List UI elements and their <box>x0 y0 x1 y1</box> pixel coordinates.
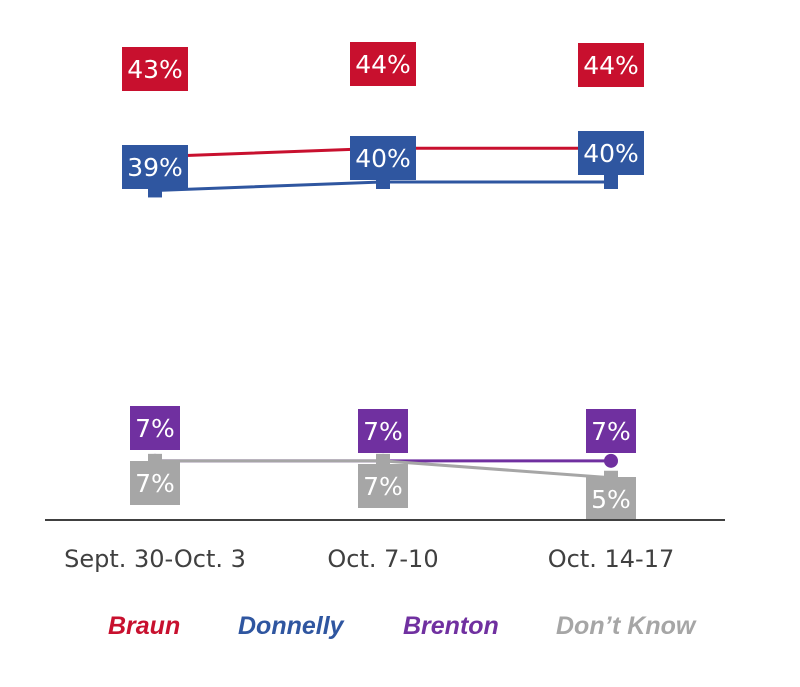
data-labels-braun: 43% 44% 44% <box>122 42 644 91</box>
series-donnelly <box>148 175 618 198</box>
x-tick-label: Sept. 30-Oct. 3 <box>64 545 246 573</box>
data-label-box-brenton <box>586 409 636 453</box>
data-label-donnelly: 40% <box>583 139 639 168</box>
legend-item-don-t-know: Don’t Know <box>556 612 696 640</box>
data-label-don-t-know: 7% <box>135 469 175 498</box>
data-label-brenton: 7% <box>363 417 403 446</box>
series-layer: 43% 44% 44% 39% 40% 40% 7% 7% 7% 7% 7% 5% <box>122 42 644 521</box>
data-label-braun: 43% <box>127 55 183 84</box>
data-label-don-t-know: 7% <box>363 472 403 501</box>
data-label-box-don-t-know <box>586 477 636 521</box>
data-label-box-brenton <box>130 406 180 450</box>
x-tick-labels: Sept. 30-Oct. 3 Oct. 7-10 Oct. 14-17 <box>64 545 674 573</box>
data-point-donnelly <box>604 175 618 189</box>
data-labels-brenton: 7% 7% 7% <box>130 406 636 453</box>
data-label-braun: 44% <box>583 51 639 80</box>
data-label-box-don-t-know <box>130 461 180 505</box>
legend: Braun Donnelly Brenton Don’t Know <box>0 612 800 656</box>
data-label-don-t-know: 5% <box>591 485 631 514</box>
data-label-box-donnelly <box>350 136 416 180</box>
legend-item-brenton: Brenton <box>403 612 499 640</box>
x-tick-label: Oct. 14-17 <box>548 545 675 573</box>
data-label-box-braun <box>350 42 416 86</box>
legend-item-braun: Braun <box>108 612 181 640</box>
data-label-braun: 44% <box>355 50 411 79</box>
data-point-brenton <box>604 453 618 468</box>
x-tick-label: Oct. 7-10 <box>327 545 438 573</box>
data-label-brenton: 7% <box>591 417 631 446</box>
data-label-box-don-t-know <box>358 464 408 508</box>
data-labels-donnelly: 39% 40% 40% <box>122 131 644 189</box>
legend-item-donnelly: Donnelly <box>238 612 344 640</box>
data-label-box-braun <box>578 43 644 87</box>
data-label-box-brenton <box>358 409 408 453</box>
data-labels-don-t-know: 7% 7% 5% <box>130 461 636 521</box>
data-label-box-braun <box>122 47 188 91</box>
line-chart: 43% 44% 44% 39% 40% 40% 7% 7% 7% 7% 7% 5% Sept. 30-… <box>45 42 725 573</box>
data-label-brenton: 7% <box>135 414 175 443</box>
data-label-donnelly: 39% <box>127 153 183 182</box>
data-label-box-donnelly <box>122 145 188 189</box>
data-label-donnelly: 40% <box>355 144 411 173</box>
data-label-box-donnelly <box>578 131 644 175</box>
